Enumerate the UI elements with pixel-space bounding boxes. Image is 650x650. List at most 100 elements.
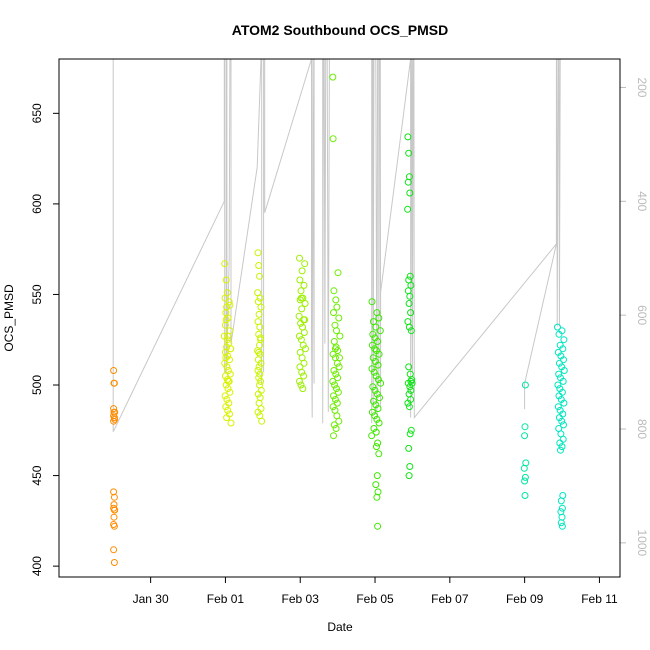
data-point [405, 323, 413, 331]
data-point [406, 463, 414, 470]
data-point [224, 314, 232, 322]
data-point [372, 481, 380, 489]
data-point [521, 432, 529, 440]
data-point [373, 390, 381, 398]
data-point [554, 323, 561, 331]
data-point [368, 298, 376, 306]
data-point [558, 417, 566, 425]
data-point [554, 403, 562, 411]
data-point [407, 309, 415, 317]
data-point [372, 372, 380, 380]
data-point [221, 321, 229, 329]
data-point [332, 425, 340, 432]
data-point [368, 408, 376, 416]
data-point [521, 381, 529, 389]
data-point [405, 363, 413, 371]
data-point [560, 356, 567, 364]
data-point [297, 294, 305, 302]
data-point [223, 363, 231, 371]
data-point [558, 522, 566, 530]
data-point [374, 522, 382, 530]
data-point [227, 419, 235, 427]
data-point [375, 450, 383, 458]
data-point [225, 298, 233, 306]
data-point [333, 327, 340, 335]
data-point [222, 354, 230, 362]
data-point [301, 260, 309, 268]
data-point [222, 403, 230, 411]
y-axis-label: OCS_PMSD [2, 284, 16, 352]
data-point [255, 363, 263, 371]
data-point [405, 444, 413, 452]
data-point [110, 417, 118, 425]
data-point [257, 359, 265, 367]
data-point [329, 403, 337, 411]
right-tick-label: 600 [635, 305, 649, 325]
data-point [299, 385, 307, 393]
data-point [372, 401, 380, 409]
data-point [329, 135, 337, 143]
data-point [111, 408, 119, 416]
data-point [256, 323, 264, 331]
data-point [554, 381, 562, 389]
data-point [377, 379, 385, 387]
data-point [555, 370, 563, 378]
data-point [371, 345, 379, 353]
data-point [374, 361, 382, 369]
x-tick-label: Feb 09 [506, 592, 544, 606]
x-tick-label: Feb 01 [207, 592, 245, 606]
data-point [258, 417, 266, 425]
data-point [404, 399, 412, 407]
data-point [556, 439, 564, 447]
data-point [560, 367, 568, 374]
data-point [255, 310, 263, 318]
data-point [224, 385, 232, 393]
data-point [333, 399, 341, 407]
data-point [296, 296, 304, 304]
data-point [559, 377, 567, 385]
data-point [331, 345, 339, 353]
chart-title: ATOM2 Southbound OCS_PMSD [232, 22, 448, 38]
data-point [254, 367, 262, 374]
data-point [558, 443, 566, 451]
data-point [297, 381, 305, 389]
y-tick-label: 500 [30, 375, 44, 395]
x-axis-label: Date [327, 620, 353, 634]
data-point [110, 513, 118, 521]
data-point [374, 405, 382, 413]
data-point [521, 423, 529, 431]
y-tick-label: 450 [30, 465, 44, 485]
data-point [110, 501, 118, 509]
data-point [405, 403, 413, 411]
data-point [559, 435, 567, 443]
data-point [330, 421, 338, 429]
data-point [226, 356, 233, 364]
data-point [224, 377, 232, 385]
data-point [373, 493, 381, 501]
data-point [560, 399, 568, 407]
data-point [407, 327, 415, 335]
data-point [257, 334, 265, 342]
data-point [369, 383, 377, 391]
data-point [332, 296, 340, 304]
data-point [110, 379, 118, 387]
data-point [334, 374, 342, 382]
data-point [330, 287, 338, 295]
data-point [111, 506, 119, 514]
data-point [111, 415, 119, 423]
y-tick-label: 400 [30, 556, 44, 576]
data-point [255, 374, 263, 382]
data-point [222, 381, 230, 389]
data-point [555, 359, 563, 367]
data-point [557, 519, 565, 527]
data-point [336, 332, 344, 340]
data-point [298, 267, 306, 275]
data-point [254, 289, 262, 297]
data-point [557, 446, 564, 454]
data-point [368, 365, 376, 373]
y-tick-label: 550 [30, 284, 44, 304]
data-point [110, 488, 118, 496]
data-point [333, 303, 341, 311]
data-point [332, 370, 340, 378]
